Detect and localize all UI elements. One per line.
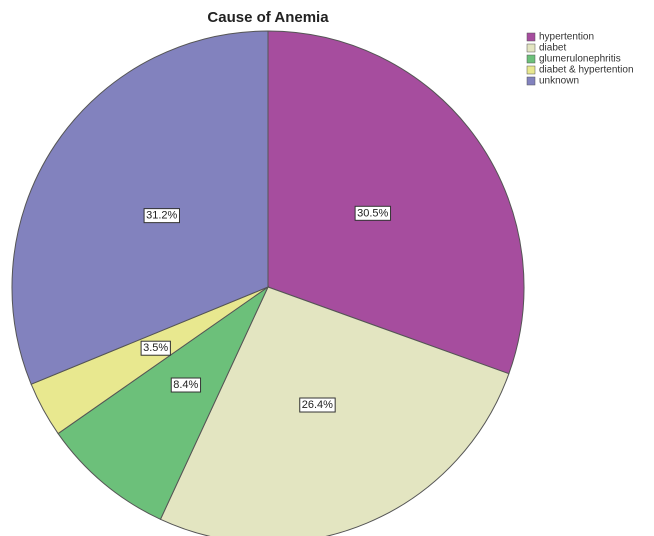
legend-label: hypertention <box>539 32 594 43</box>
legend-swatch <box>526 65 536 75</box>
data-label-box <box>299 397 336 413</box>
data-label-text: 8.4% <box>173 379 198 391</box>
data-label-text: 3.5% <box>143 342 168 354</box>
data-label-text: 26.4% <box>302 399 333 411</box>
data-label-box <box>140 340 171 356</box>
legend-label: diabet <box>539 43 566 54</box>
legend-swatch <box>526 54 536 64</box>
legend-label: unknown <box>539 76 579 87</box>
legend-label: diabet & hypertention <box>539 65 634 76</box>
data-label-box <box>170 377 202 393</box>
pie-slice <box>57 285 270 520</box>
chart-title: Cause of Anemia <box>207 9 329 26</box>
data-label: 3.5% <box>140 340 171 356</box>
data-label-text: 31.2% <box>146 210 177 222</box>
legend-swatch <box>526 43 536 53</box>
legend-label: glumerulonephritis <box>539 54 621 65</box>
data-label-box <box>354 205 392 221</box>
data-label-box <box>143 208 180 224</box>
legend-swatch <box>526 32 536 42</box>
data-label: 26.4% <box>299 397 336 413</box>
data-label: 31.2% <box>143 208 180 224</box>
pie-slice <box>11 30 269 385</box>
legend-swatch <box>526 76 536 86</box>
pie-slice <box>267 30 525 375</box>
data-label: 8.4% <box>170 377 202 393</box>
data-label: 30.5% <box>354 205 392 221</box>
data-label-text: 30.5% <box>357 207 388 219</box>
